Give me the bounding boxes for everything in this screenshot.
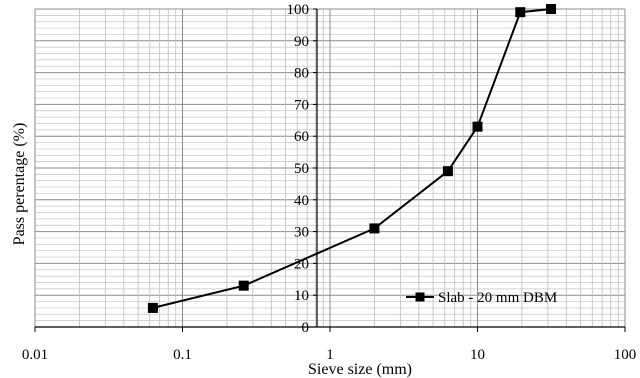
y-axis-title: Pass perentage (%) [11, 123, 28, 246]
data-point [442, 166, 453, 177]
grid-lines [34, 8, 626, 328]
data-point [238, 280, 249, 291]
legend-marker [415, 292, 425, 302]
y-tick-label: 40 [294, 193, 309, 209]
data-point [472, 121, 483, 132]
y-tick-label: 80 [294, 66, 309, 82]
legend: Slab - 20 mm DBM [406, 290, 557, 306]
legend-label: Slab - 20 mm DBM [438, 290, 557, 306]
y-tick-label: 10 [294, 288, 309, 304]
x-axis-title: Sieve size (mm) [308, 361, 412, 378]
y-tick-label: 50 [294, 161, 309, 177]
x-tick-label: 0.01 [22, 347, 48, 363]
x-tick-label: 10 [470, 347, 485, 363]
data-point [369, 223, 380, 234]
y-tick-labels: 0 10 20 30 40 50 60 70 80 90 100 [287, 2, 310, 336]
y-tick-label: 0 [302, 320, 310, 336]
x-tick-label: 1 [326, 347, 334, 363]
y-tick-label: 30 [294, 225, 309, 241]
x-tick-label: 0.1 [173, 347, 192, 363]
x-tick-labels: 0.01 0.1 1 10 100 [22, 347, 636, 363]
y-tick-label: 100 [287, 2, 310, 18]
y-tick-label: 70 [294, 97, 309, 113]
series-layer [147, 4, 557, 313]
axes [34, 8, 626, 332]
y-tick-label: 90 [294, 34, 309, 50]
x-tick-label: 100 [614, 347, 637, 363]
y-tick-label: 60 [294, 129, 309, 145]
data-point [147, 302, 158, 313]
data-point [546, 4, 557, 14]
y-tick-label: 20 [294, 256, 309, 272]
data-point [515, 7, 526, 18]
